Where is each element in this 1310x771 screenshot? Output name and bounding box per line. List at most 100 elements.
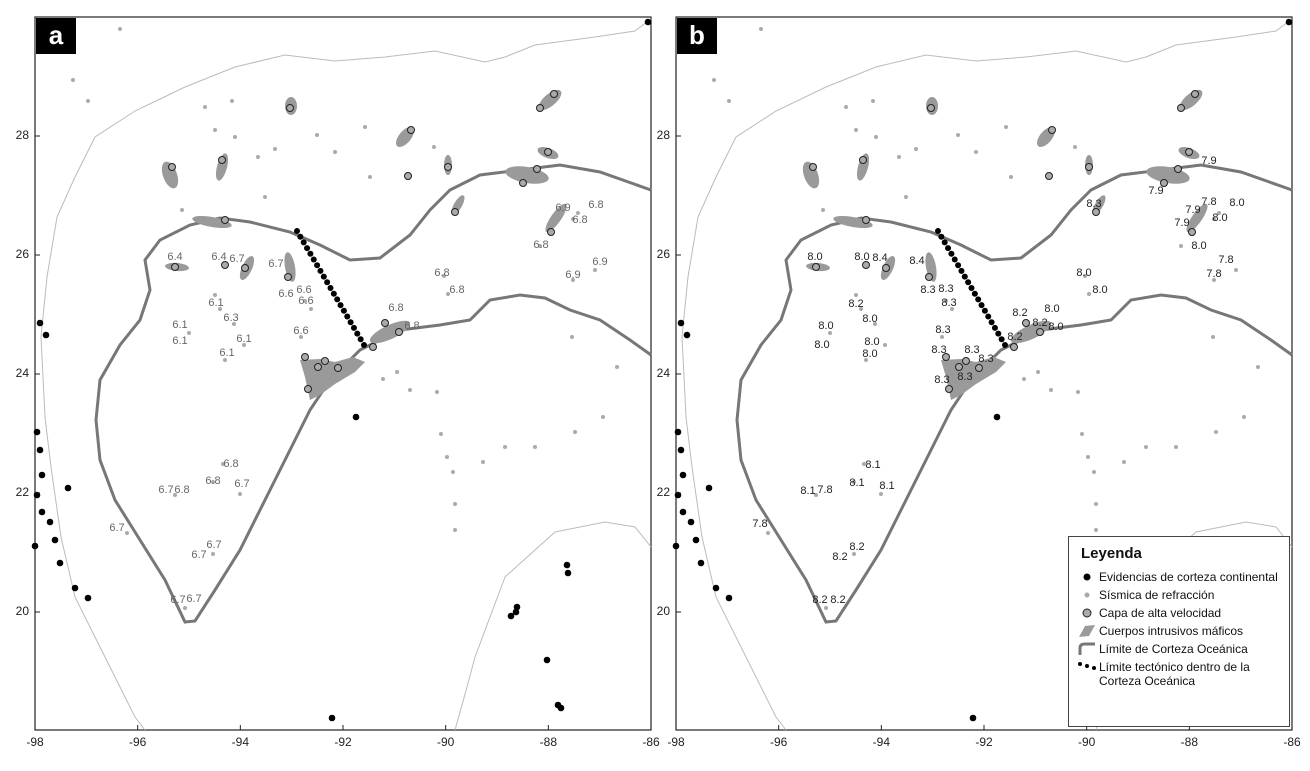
velocity-label: 8.1 [849,477,864,489]
y-tick-label: 22 [657,485,671,499]
panel-letter: a [49,20,64,50]
velocity-label: 8.3 [935,324,950,336]
velocity-label: 6.8 [572,214,587,226]
velocity-label: 8.0 [862,348,877,360]
map-a [30,15,653,732]
legend: Leyenda Evidencias de corteza continenta… [1068,536,1290,727]
velocity-label: 8.3 [978,353,993,365]
velocity-label: 7.9 [1174,217,1189,229]
velocity-label: 8.0 [862,313,877,325]
velocity-label: 8.0 [1044,303,1059,315]
velocity-label: 6.7 [229,253,244,265]
velocity-label: 8.2 [1012,307,1027,319]
x-tick-label: -88 [1181,735,1199,749]
x-tick-label: -96 [770,735,788,749]
velocity-label: 8.3 [957,371,972,383]
velocity-label: 6.6 [296,284,311,296]
velocity-label: 6.8 [533,239,548,251]
velocity-label: 8.2 [1032,317,1047,329]
velocity-label: 6.9 [565,269,580,281]
velocity-label: 8.0 [854,251,869,263]
velocity-label: 8.3 [931,344,946,356]
velocity-label: 8.0 [818,320,833,332]
velocity-label: 8.0 [1048,321,1063,333]
velocity-label: 8.3 [938,283,953,295]
velocity-label: 6.1 [172,335,187,347]
velocity-label: 8.0 [1092,284,1107,296]
y-tick-label: 22 [16,485,30,499]
velocity-label: 6.7 [268,258,283,270]
velocity-label: 8.0 [1229,197,1244,209]
velocity-label: 6.8 [205,475,220,487]
velocity-label: 6.8 [449,284,464,296]
velocity-label: 7.9 [1201,155,1216,167]
velocity-label: 6.6 [298,295,313,307]
velocity-label: 8.0 [864,336,879,348]
x-tick-label: -86 [642,735,660,749]
velocity-label: 6.6 [278,288,293,300]
velocity-label: 6.7 [170,594,185,606]
velocity-label: 6.7 [206,539,221,551]
velocity-label: 6.7 [191,549,206,561]
y-tick-label: 20 [16,604,30,618]
legend-label: Límite de Corteza Oceánica [1099,642,1248,656]
velocity-label: 6.7 [186,593,201,605]
velocity-label: 6.6 [293,325,308,337]
velocity-label: 6.9 [592,256,607,268]
velocity-label: 8.2 [812,594,827,606]
legend-item: Límite tectónico dentro de la Corteza Oc… [1077,660,1281,688]
velocity-label: 8.2 [848,298,863,310]
velocity-label: 8.0 [814,339,829,351]
velocity-label: 8.3 [1086,198,1101,210]
x-tick-label: -90 [1078,735,1096,749]
velocity-label: 6.8 [434,267,449,279]
velocity-label: 8.3 [920,284,935,296]
velocity-label: 8.3 [934,374,949,386]
velocity-label: 8.4 [872,252,887,264]
y-tick-label: 24 [657,366,671,380]
velocity-label: 6.8 [404,320,419,332]
velocity-label: 7.8 [752,518,767,530]
velocity-label: 8.2 [849,541,864,553]
panel-letter: b [689,20,705,50]
legend-label: Sísmica de refracción [1099,588,1215,602]
x-tick-label: -92 [975,735,993,749]
legend-item: Cuerpos intrusivos máficos [1077,624,1281,638]
velocity-label: 6.1 [208,297,223,309]
velocity-label: 8.4 [909,255,924,267]
velocity-label: 8.1 [800,485,815,497]
velocity-label: 6.7 [109,522,124,534]
velocity-label: 8.2 [830,594,845,606]
x-tick-label: -86 [1283,735,1301,749]
velocity-label: 6.1 [172,319,187,331]
y-tick-label: 26 [657,247,671,261]
legend-label: Cuerpos intrusivos máficos [1099,624,1244,638]
velocity-label: 6.1 [236,333,251,345]
velocity-label: 6.3 [223,312,238,324]
legend-label: Capa de alta velocidad [1099,606,1222,620]
velocity-label: 6.1 [219,347,234,359]
y-tick-label: 26 [16,247,30,261]
velocity-label: 7.8 [1206,268,1221,280]
velocity-label: 8.0 [1076,267,1091,279]
velocity-label: 7.8 [1218,254,1233,266]
velocity-label: 6.7 [158,484,173,496]
velocity-label: 7.8 [817,484,832,496]
panel-badge [677,18,717,54]
legend-item: Evidencias de corteza continental [1077,570,1281,584]
velocity-label: 7.9 [1185,204,1200,216]
velocity-label: 8.0 [1212,212,1227,224]
velocity-label: 7.9 [1148,185,1163,197]
y-tick-label: 20 [657,604,671,618]
legend-title: Leyenda [1081,545,1142,562]
velocity-label: 8.1 [879,480,894,492]
velocity-label: 6.4 [167,251,182,263]
legend-item: Límite de Corteza Oceánica [1077,642,1281,656]
x-tick-label: -98 [26,735,44,749]
legend-label: Límite tectónico dentro de la Corteza Oc… [1099,660,1250,688]
velocity-label: 6.7 [234,478,249,490]
x-tick-label: -98 [667,735,685,749]
legend-label: Evidencias de corteza continental [1099,570,1278,584]
